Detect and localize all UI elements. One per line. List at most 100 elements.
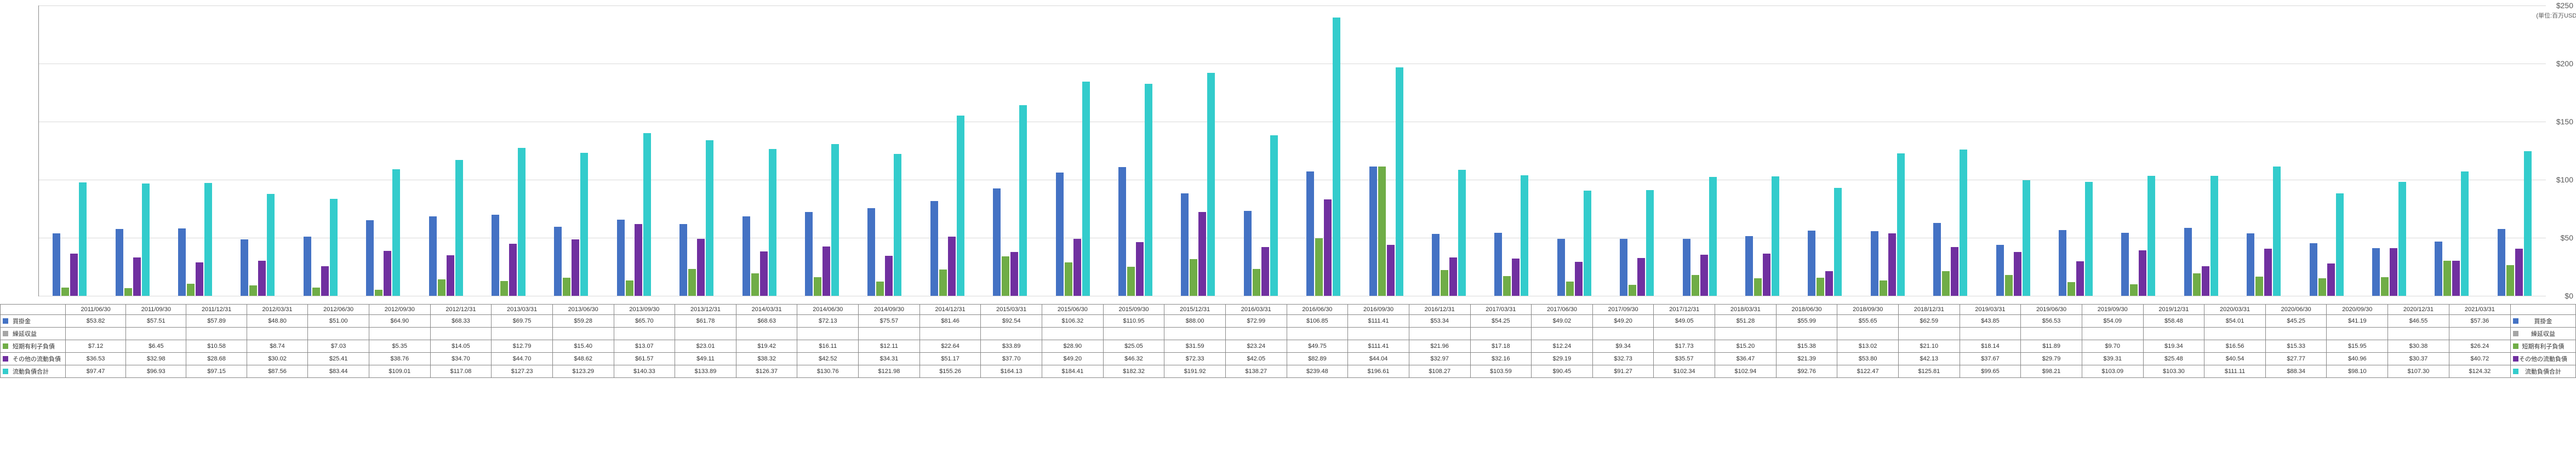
- bar: [178, 228, 186, 296]
- bar: [1942, 271, 1950, 296]
- data-cell: $56.53: [2021, 315, 2082, 328]
- data-cell: $40.96: [2327, 353, 2388, 365]
- data-cell: $9.70: [2082, 340, 2143, 353]
- series-name-cell-right: その他の流動負債: [2511, 353, 2576, 365]
- data-cell: [1348, 328, 1409, 340]
- bars-group: [304, 199, 338, 296]
- bar: [2264, 249, 2272, 296]
- bars-group: [1808, 188, 1842, 296]
- data-cell: [797, 328, 859, 340]
- data-cell: $16.11: [797, 340, 859, 353]
- bar: [384, 251, 391, 296]
- bars-group: [930, 116, 964, 296]
- category-header: 2021/03/31: [2449, 305, 2510, 315]
- series-name-cell: 短期有利子負債: [1, 340, 66, 353]
- bar: [706, 140, 713, 296]
- data-cell: $87.56: [247, 365, 308, 378]
- data-cell: $92.76: [1776, 365, 1837, 378]
- bar: [70, 254, 78, 296]
- bars-group: [1181, 73, 1215, 296]
- y-tick-label: $50: [2561, 233, 2573, 242]
- category-header: 2012/06/30: [308, 305, 369, 315]
- data-cell: [1654, 328, 1715, 340]
- bar: [1190, 259, 1197, 296]
- bars-group: [617, 133, 651, 296]
- data-cell: $111.41: [1348, 340, 1409, 353]
- bar: [1521, 175, 1528, 296]
- data-cell: [186, 328, 247, 340]
- category-header: 2015/06/30: [1042, 305, 1104, 315]
- data-cell: $36.53: [66, 353, 126, 365]
- bar: [1073, 239, 1081, 296]
- bar: [2273, 167, 2281, 296]
- data-cell: $39.31: [2082, 353, 2143, 365]
- legend-swatch: [2513, 369, 2518, 374]
- legend-swatch: [3, 356, 8, 362]
- bars-group: [867, 154, 901, 296]
- bar: [2506, 265, 2514, 296]
- bar: [1056, 173, 1064, 296]
- legend-swatch: [3, 331, 8, 336]
- data-cell: [126, 328, 186, 340]
- data-cell: $110.95: [1103, 315, 1164, 328]
- data-cell: $51.28: [1715, 315, 1777, 328]
- table-row: 流動負債合計$97.47$96.93$97.15$87.56$83.44$109…: [1, 365, 2576, 378]
- category-header: 2012/12/31: [430, 305, 492, 315]
- data-cell: $32.73: [1592, 353, 1654, 365]
- category-header: 2012/09/30: [369, 305, 430, 315]
- data-cell: $12.11: [859, 340, 920, 353]
- series-name-label: 短期有利子負債: [2522, 343, 2564, 350]
- data-cell: [552, 328, 614, 340]
- table-row: 繰延収益繰延収益: [1, 328, 2576, 340]
- bar: [751, 273, 759, 296]
- bars-group: [1432, 170, 1466, 296]
- data-cell: $22.64: [919, 340, 981, 353]
- bar: [196, 262, 203, 296]
- bar: [1136, 242, 1144, 296]
- data-cell: [1164, 328, 1226, 340]
- bar: [1019, 105, 1027, 296]
- data-cell: $18.14: [1960, 340, 2021, 353]
- data-cell: $30.37: [2388, 353, 2449, 365]
- data-cell: $57.36: [2449, 315, 2510, 328]
- data-cell: [66, 328, 126, 340]
- bar: [1584, 191, 1591, 296]
- series-name-label: 買掛金: [13, 318, 31, 325]
- data-cell: $182.32: [1103, 365, 1164, 378]
- data-cell: $125.81: [1899, 365, 1960, 378]
- bar: [1817, 278, 1824, 296]
- data-cell: $6.45: [126, 340, 186, 353]
- bar: [805, 212, 813, 296]
- bar: [2381, 277, 2389, 296]
- bar: [2443, 261, 2451, 296]
- bars-group: [679, 140, 713, 296]
- series-name-cell: 繰延収益: [1, 328, 66, 340]
- bar: [2147, 176, 2155, 296]
- bar: [1369, 167, 1377, 296]
- bar: [2085, 182, 2093, 296]
- bar: [580, 153, 588, 296]
- data-cell: $25.05: [1103, 340, 1164, 353]
- bars-group: [116, 184, 150, 296]
- bar: [267, 194, 275, 296]
- bar: [375, 290, 382, 296]
- data-cell: $31.59: [1164, 340, 1226, 353]
- bar: [1745, 236, 1753, 296]
- data-cell: $126.37: [736, 365, 797, 378]
- data-cell: [1776, 328, 1837, 340]
- data-cell: $10.58: [186, 340, 247, 353]
- bars-group: [993, 105, 1027, 296]
- table-row: 買掛金$53.82$57.51$57.89$48.80$51.00$64.90$…: [1, 315, 2576, 328]
- category-header: 2019/09/30: [2082, 305, 2143, 315]
- bar: [2435, 242, 2442, 296]
- empty-header-cell: [1, 305, 66, 315]
- bar: [312, 288, 320, 296]
- data-cell: $25.48: [2143, 353, 2204, 365]
- data-cell: $54.25: [1470, 315, 1532, 328]
- y-tick-label: $250: [2556, 1, 2573, 10]
- bar: [554, 227, 562, 296]
- data-cell: $98.10: [2327, 365, 2388, 378]
- data-cell: [2021, 328, 2082, 340]
- data-cell: [1532, 328, 1593, 340]
- bar: [204, 183, 212, 296]
